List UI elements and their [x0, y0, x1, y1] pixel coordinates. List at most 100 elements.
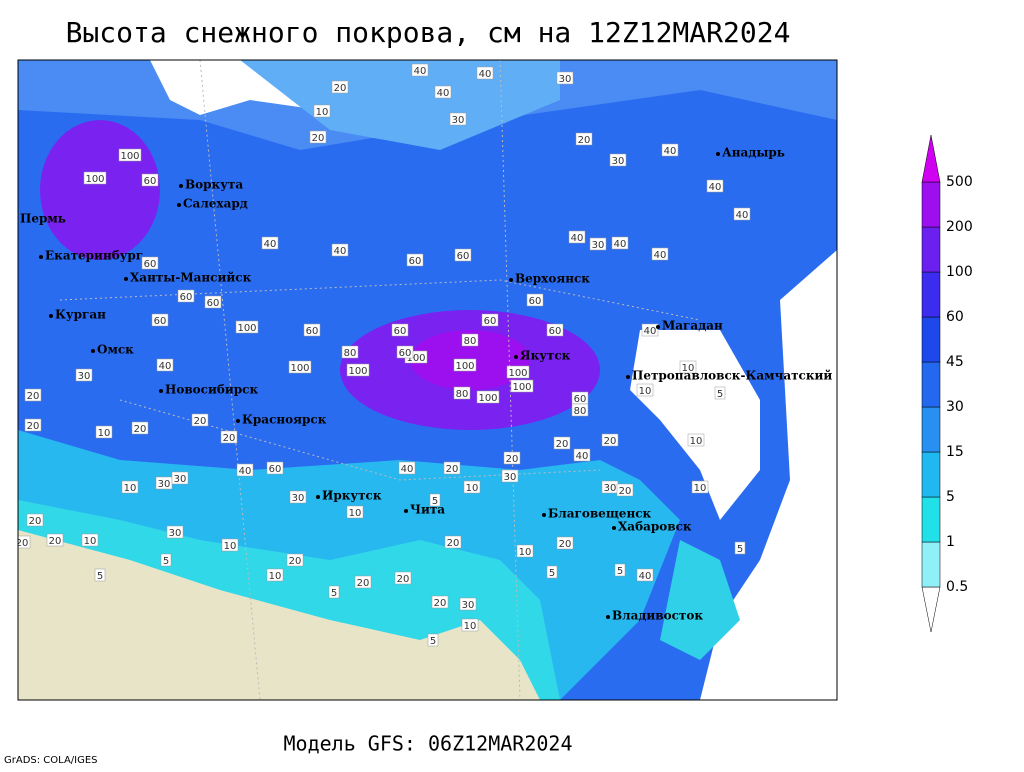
city-dot	[124, 277, 128, 281]
contour-label: 100	[85, 174, 104, 185]
city-label: Хабаровск	[618, 520, 692, 534]
contour-label-box	[75, 368, 93, 382]
legend-label: 60	[946, 309, 964, 325]
legend-swatch	[921, 134, 941, 183]
contour-label-box	[235, 320, 259, 334]
contour-label: 30	[592, 240, 605, 251]
contour-label: 60	[394, 326, 407, 337]
contour-label-box	[220, 430, 238, 444]
contour-label-box	[141, 256, 159, 270]
legend-swatch	[921, 406, 941, 453]
contour-label: 20	[27, 391, 40, 402]
contour-label: 20	[447, 538, 460, 549]
contour-label-box	[636, 568, 654, 582]
contour-label-box	[354, 575, 372, 589]
contour-label-box	[204, 295, 222, 309]
contour-label: 20	[16, 538, 29, 549]
contour-label: 40	[571, 233, 584, 244]
city-label: Анадырь	[722, 146, 785, 160]
contour-label: 30	[292, 493, 305, 504]
contour-label: 40	[479, 69, 492, 80]
contour-label-box	[568, 230, 586, 244]
contour-label: 60	[549, 326, 562, 337]
city-dot	[14, 218, 18, 222]
contour-label-box	[151, 313, 169, 327]
legend-label: 5	[946, 489, 955, 505]
city-label: Якутск	[520, 349, 571, 363]
contour-label-box	[160, 553, 172, 567]
contour-label-box	[286, 553, 304, 567]
footer: Модель GFS: 06Z12MAR2024	[284, 732, 573, 756]
contour-label: 10	[84, 536, 97, 547]
contour-label: 10	[98, 428, 111, 439]
legend-swatch	[921, 226, 941, 273]
contour-label-box	[171, 471, 189, 485]
contour-label-box	[156, 358, 174, 372]
contour-label: 60	[154, 316, 167, 327]
contour-label-box	[733, 207, 751, 221]
contour-label-box	[463, 480, 481, 494]
city-dot	[179, 184, 183, 188]
city-label: Петропавловск-Камчатский	[632, 369, 832, 383]
contour-label: 60	[144, 176, 157, 187]
contour-label-box	[394, 571, 412, 585]
contour-label: 100	[348, 366, 367, 377]
contour-label: 100	[120, 151, 139, 162]
contour-label-box	[614, 563, 626, 577]
contour-label: 60	[409, 256, 422, 267]
contour-label-box	[81, 533, 99, 547]
contour-label-box	[289, 490, 307, 504]
city-dot	[606, 615, 610, 619]
contour-label-box	[556, 536, 574, 550]
contour-label-box	[309, 130, 327, 144]
contour-label-box	[714, 386, 726, 400]
contour-label-box	[266, 461, 284, 475]
city-dot	[91, 349, 95, 353]
contour-label-box	[734, 541, 746, 555]
contour-label-box	[221, 538, 239, 552]
contour-label-box	[24, 388, 42, 402]
legend-swatch	[921, 496, 941, 543]
contour-label-box	[261, 236, 279, 250]
contour-label-box	[481, 313, 499, 327]
credit: GrADS: COLA/IGES	[4, 755, 98, 766]
contour-label: 40	[334, 246, 347, 257]
contour-label: 30	[604, 483, 617, 494]
contour-label-box	[453, 386, 471, 400]
contour-label: 60	[399, 348, 412, 359]
legend-label: 200	[946, 219, 973, 235]
contour-label-box	[476, 390, 500, 404]
contour-label-box	[46, 533, 64, 547]
contour-label: 20	[289, 556, 302, 567]
contour-label: 10	[639, 386, 652, 397]
contour-label-box	[510, 379, 534, 393]
contour-label-box	[526, 293, 544, 307]
contour-label-box	[118, 148, 142, 162]
contour-label-box	[288, 360, 312, 374]
contour-label: 20	[556, 439, 569, 450]
contour-label: 10	[519, 547, 532, 558]
contour-label-box	[266, 568, 284, 582]
contour-label: 80	[456, 389, 469, 400]
legend-label: 15	[946, 444, 964, 460]
contour-label-box	[121, 480, 139, 494]
contour-label: 30	[158, 479, 171, 490]
contour-label: 60	[457, 251, 470, 262]
city-label: Верхоянск	[515, 272, 590, 286]
contour-label: 20	[357, 578, 370, 589]
contour-label: 5	[617, 566, 623, 577]
contour-label: 10	[464, 621, 477, 632]
city-label: Ханты-Мансийск	[130, 271, 252, 285]
contour-label: 20	[194, 416, 207, 427]
contour-label: 10	[224, 541, 237, 552]
contour-label-box	[461, 618, 479, 632]
contour-label-box	[303, 323, 321, 337]
contour-label-box	[601, 433, 619, 447]
contour-label: 10	[316, 107, 329, 118]
contour-label: 20	[434, 598, 447, 609]
legend-label: 500	[946, 174, 973, 190]
contour-label-box	[346, 505, 364, 519]
city-label: Магадан	[662, 319, 723, 333]
contour-label-box	[616, 483, 634, 497]
